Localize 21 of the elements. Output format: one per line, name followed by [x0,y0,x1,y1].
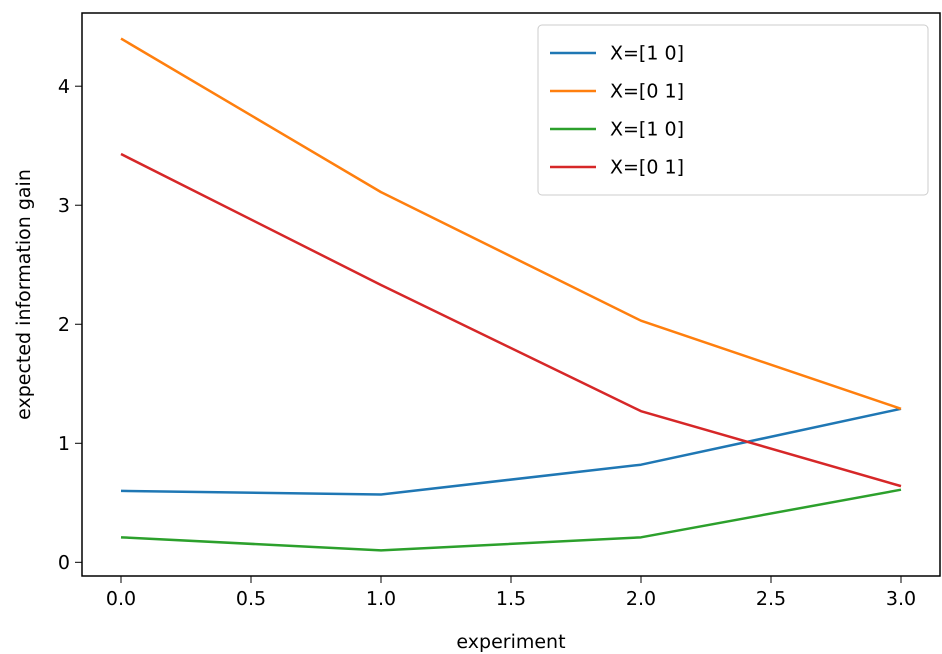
x-axis-title: experiment [456,631,566,653]
x-tick-label: 0.0 [106,588,136,610]
line-series [120,37,902,410]
line-series [120,152,902,488]
x-tick-label: 2.0 [626,588,656,610]
x-tick-label: 1.0 [366,588,396,610]
x-tick-label: 1.5 [496,588,526,610]
legend-label: X=[0 1] [610,156,684,179]
y-tick-label: 2 [58,314,70,336]
y-tick-label: 1 [58,432,70,455]
legend-label: X=[1 0] [610,42,684,65]
y-tick-label: 4 [58,76,70,98]
legend-label: X=[1 0] [610,118,684,141]
x-tick-label: 3.0 [886,588,916,610]
x-tick-label: 2.5 [756,588,786,610]
line-series [120,408,902,496]
x-tick-label: 0.5 [236,588,266,610]
legend-label: X=[0 1] [610,80,684,103]
y-tick-label: 3 [58,194,70,217]
y-axis-title: expected information gain [13,169,35,420]
y-tick-label: 0 [58,552,70,574]
